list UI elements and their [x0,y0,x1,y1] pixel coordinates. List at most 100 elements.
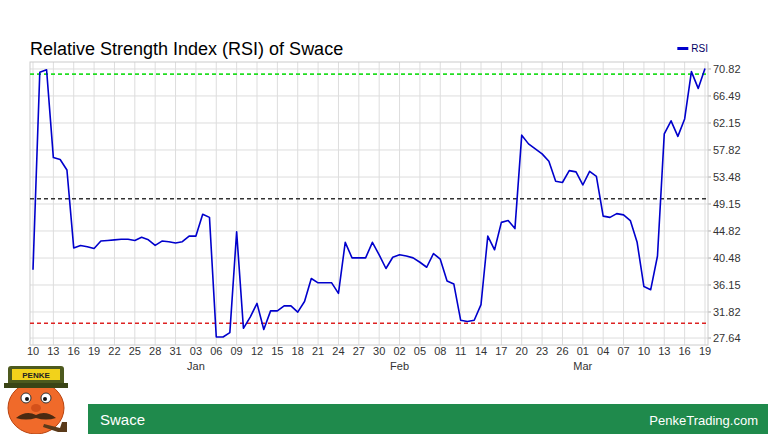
mascot-cap-brim [4,383,68,388]
plot-frame [30,62,708,345]
x-tick-label: 31 [169,345,181,357]
x-grid-line [501,62,502,345]
x-tick-label: 05 [414,345,426,357]
x-tick-label: 08 [434,345,446,357]
y-tick-label: 31.82 [713,306,741,318]
y-grid-line [30,95,708,96]
title: Relative Strength Index (RSI) of Swace [30,39,343,59]
y-grid-line [30,177,708,178]
rsi-line [33,68,705,337]
reference-line [30,198,708,200]
x-grid-line [562,62,563,345]
y-grid-line [30,203,708,204]
y-grid-line [30,338,708,339]
y-grid-line [30,258,708,259]
footer-site: PenkeTrading.com [649,413,758,428]
footer-band [88,404,768,434]
reference-line [30,73,708,75]
y-tick-label: 66.49 [713,90,741,102]
y-tick-label: 53.48 [713,171,741,183]
x-grid-line [440,62,441,345]
mascot-logo-text: PENKE [22,371,50,380]
x-grid-line [257,62,258,345]
x-grid-line [236,62,237,345]
x-grid-line [53,62,54,345]
x-grid-line [73,62,74,345]
grid [30,62,711,345]
x-grid-line [521,62,522,345]
x-tick-label: 13 [47,345,59,357]
background [0,0,768,434]
y-grid-line [30,122,708,123]
x-tick-label: 02 [393,345,405,357]
x-grid-line [460,62,461,345]
x-tick-label: 09 [231,345,243,357]
x-tick-label: 14 [475,345,487,357]
x-tick-label: 16 [679,345,691,357]
x-grid-line [603,62,604,345]
x-grid-line [664,62,665,345]
x-tick-label: 10 [638,345,650,357]
legend: RSI [677,43,708,54]
x-tick-label: 20 [516,345,528,357]
mascot-pupil [25,397,29,401]
x-grid-line [399,62,400,345]
x-grid-line [705,62,706,345]
x-tick-label: 12 [251,345,263,357]
x-tick-label: 16 [68,345,80,357]
x-grid-line [216,62,217,345]
x-tick-label: 25 [129,345,141,357]
x-grid-line [134,62,135,345]
month-label: Jan [187,360,205,372]
y-tick-label: 62.15 [713,117,741,129]
x-tick-label: 21 [312,345,324,357]
x-tick-label: 03 [190,345,202,357]
x-tick-label: 27 [353,345,365,357]
x-grid-line [419,62,420,345]
x-tick-label: 19 [88,345,100,357]
month-label: Feb [390,360,409,372]
mascot-eye [21,393,31,403]
x-grid-line [318,62,319,345]
y-tick-label: 36.15 [713,279,741,291]
x-tick-label: 28 [149,345,161,357]
mascot-mustache [16,413,56,419]
x-grid-line [94,62,95,345]
x-grid-line [623,62,624,345]
y-grid-line [30,68,708,69]
mascot-pipe [43,422,67,432]
legend-swatch [677,47,688,50]
x-tick-label: 17 [495,345,507,357]
y-grid-line [30,284,708,285]
mascot-eye [41,393,51,403]
x-grid-line [379,62,380,345]
y-tick-label: 49.15 [713,198,741,210]
mascot-face [8,382,64,434]
x-tick-label: 04 [597,345,609,357]
x-tick-label: 26 [556,345,568,357]
x-tick-label: 13 [658,345,670,357]
y-grid-line [30,311,708,312]
x-tick-label: 10 [27,345,39,357]
footer-name: Swace [100,411,145,428]
x-tick-label: 19 [699,345,711,357]
x-grid-line [297,62,298,345]
x-tick-label: 11 [455,345,466,357]
y-tick-label: 57.82 [713,144,741,156]
reference-line [30,323,708,325]
x-grid-line [358,62,359,345]
x-grid-line [155,62,156,345]
x-grid-line [542,62,543,345]
y-tick-label: 44.82 [713,225,741,237]
y-tick-label: 27.64 [713,332,741,344]
x-grid-line [684,62,685,345]
chart-canvas: Relative Strength Index (RSI) of Swace 27… [0,0,768,434]
footer: Swace PenkeTrading.com [88,404,768,434]
x-tick-label: 15 [271,345,283,357]
y-tick-label: 40.48 [713,252,741,264]
x-grid-line [114,62,115,345]
x-tick-label: 07 [617,345,629,357]
mascot-pupil [43,397,47,401]
y-tick-label: 70.82 [713,63,741,75]
mascot: PENKE [4,366,68,434]
